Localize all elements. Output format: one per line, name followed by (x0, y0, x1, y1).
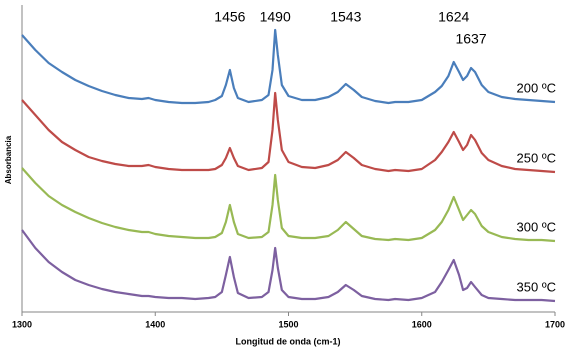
peak-label: 1456 (214, 9, 245, 25)
y-axis-title: Absorbancia (4, 135, 13, 184)
peak-label: 1490 (260, 9, 291, 25)
x-tick-label: 1400 (145, 319, 165, 329)
series-label: 350 ºC (517, 279, 556, 294)
x-tick-label: 1600 (412, 319, 432, 329)
x-tick-label: 1300 (12, 319, 32, 329)
series-label: 200 ºC (517, 80, 556, 95)
series-label: 300 ºC (517, 219, 556, 234)
series-line (21, 167, 556, 243)
x-tick-label: 1700 (545, 319, 565, 329)
series-line (21, 28, 556, 105)
series-line (21, 91, 556, 174)
peak-label: 1543 (330, 9, 361, 25)
peak-label: 1637 (455, 31, 486, 47)
x-tick-label: 1500 (278, 319, 298, 329)
series-label: 250 ºC (517, 150, 556, 165)
x-axis-title: Longitud de onda (cm-1) (236, 336, 341, 346)
peak-label: 1624 (438, 9, 469, 25)
series-line (21, 229, 556, 303)
